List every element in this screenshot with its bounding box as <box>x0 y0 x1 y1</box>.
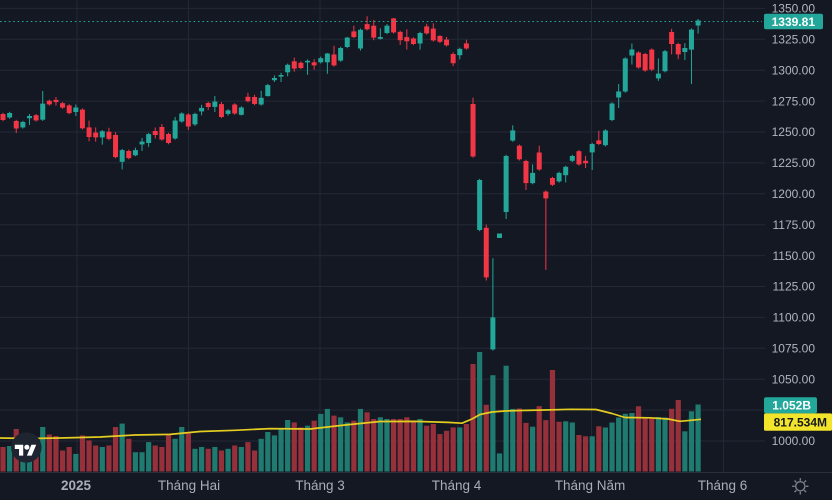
svg-text:1350.00: 1350.00 <box>772 2 816 16</box>
svg-text:2025: 2025 <box>61 478 92 493</box>
svg-text:1000.00: 1000.00 <box>772 434 816 448</box>
svg-text:1.052B: 1.052B <box>772 399 811 413</box>
svg-text:1300.00: 1300.00 <box>772 63 816 77</box>
svg-text:1275.00: 1275.00 <box>772 94 816 108</box>
svg-text:1325.00: 1325.00 <box>772 33 816 47</box>
svg-text:Tháng Hai: Tháng Hai <box>158 478 220 493</box>
svg-text:1125.00: 1125.00 <box>773 280 816 294</box>
svg-text:Tháng Năm: Tháng Năm <box>555 478 626 493</box>
svg-text:1175.00: 1175.00 <box>773 218 816 232</box>
svg-text:Tháng 3: Tháng 3 <box>295 478 345 493</box>
svg-text:817.534M: 817.534M <box>774 416 827 430</box>
svg-text:1250.00: 1250.00 <box>772 125 816 139</box>
svg-text:1100.00: 1100.00 <box>773 311 816 325</box>
svg-text:1339.81: 1339.81 <box>772 15 816 29</box>
svg-text:1200.00: 1200.00 <box>772 187 816 201</box>
svg-text:Tháng 4: Tháng 4 <box>432 478 482 493</box>
svg-text:1225.00: 1225.00 <box>772 156 816 170</box>
svg-text:Tháng 6: Tháng 6 <box>698 478 748 493</box>
svg-text:1150.00: 1150.00 <box>773 249 816 263</box>
svg-text:1050.00: 1050.00 <box>772 372 816 386</box>
svg-text:1075.00: 1075.00 <box>772 342 816 356</box>
